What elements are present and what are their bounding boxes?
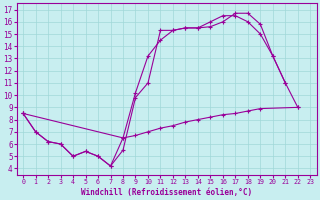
X-axis label: Windchill (Refroidissement éolien,°C): Windchill (Refroidissement éolien,°C)	[81, 188, 252, 197]
